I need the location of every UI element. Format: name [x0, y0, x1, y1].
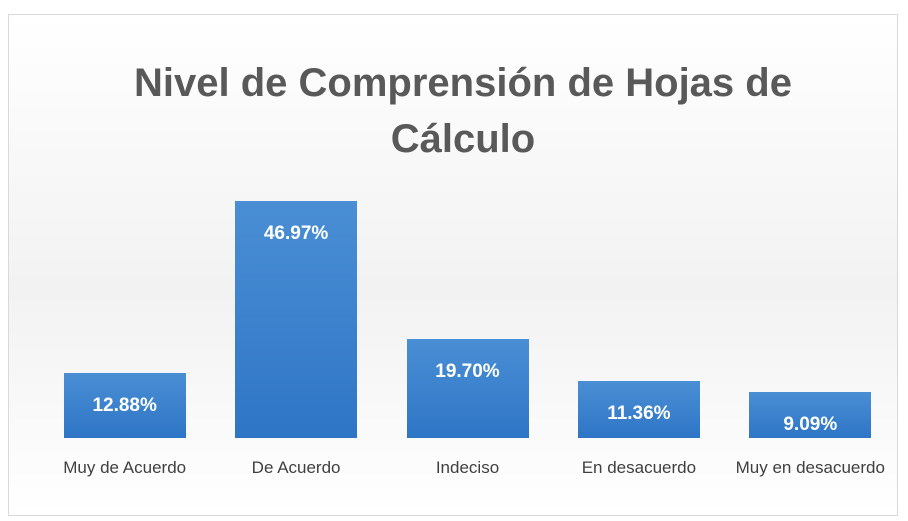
bar — [235, 201, 358, 438]
bar — [577, 380, 700, 438]
bar — [63, 373, 186, 438]
x-tick-label: De Acuerdo — [251, 458, 341, 477]
value-label: 46.97% — [263, 223, 329, 244]
chart: Nivel de Comprensión de Hojas de Cálculo… — [8, 14, 898, 516]
bar — [406, 338, 529, 438]
x-tick-label: Muy de Acuerdo — [63, 458, 187, 477]
value-label: 11.36% — [607, 402, 671, 424]
value-label: 19.70% — [435, 360, 500, 382]
value-label: 9.09% — [783, 414, 838, 436]
x-tick-label: Muy en desacuerdo — [735, 458, 885, 477]
x-tick-label: En desacuerdo — [581, 458, 697, 477]
chart-title: Nivel de Comprensión de Hojas de Cálculo — [134, 61, 792, 161]
bar — [749, 392, 872, 438]
x-tick-label: Indeciso — [435, 458, 500, 477]
value-label: 12.88% — [92, 395, 157, 416]
